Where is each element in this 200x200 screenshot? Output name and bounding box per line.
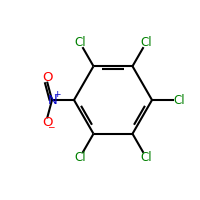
Text: Cl: Cl bbox=[140, 151, 152, 164]
Text: O: O bbox=[42, 116, 52, 129]
Text: Cl: Cl bbox=[173, 94, 185, 106]
Text: Cl: Cl bbox=[140, 36, 152, 49]
Text: O: O bbox=[42, 71, 52, 84]
Text: −: − bbox=[47, 122, 54, 131]
Text: $\mathregular{N}$: $\mathregular{N}$ bbox=[47, 94, 57, 106]
Text: Cl: Cl bbox=[74, 151, 86, 164]
Text: Cl: Cl bbox=[74, 36, 86, 49]
Text: +: + bbox=[53, 90, 61, 99]
